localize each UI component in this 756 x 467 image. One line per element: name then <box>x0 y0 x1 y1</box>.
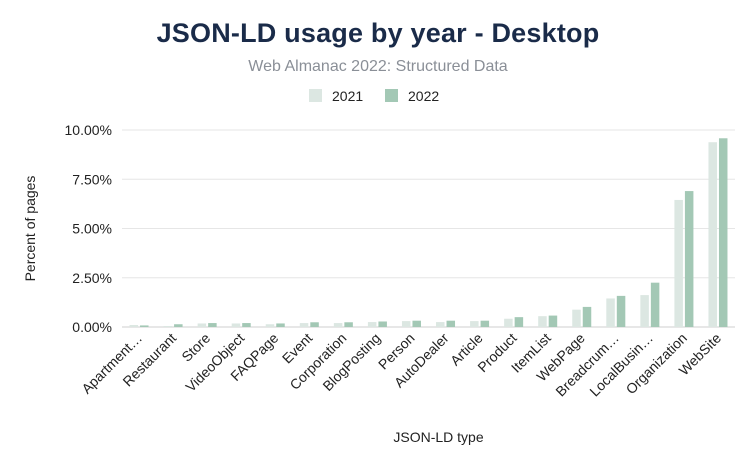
bar-2022-18 <box>718 138 728 327</box>
bar-2021-14 <box>572 309 581 327</box>
bar-2021-9 <box>401 321 411 327</box>
bar-2022-8 <box>378 321 387 327</box>
bar-2021-4 <box>231 323 241 327</box>
bar-2022-5 <box>276 323 285 327</box>
bar-2021-17 <box>674 199 683 327</box>
bar-2022-3 <box>208 323 217 327</box>
y-tick-label: 7.50% <box>72 171 112 187</box>
chart-title: JSON-LD usage by year - Desktop <box>156 18 600 48</box>
bar-2021-15 <box>606 298 615 327</box>
y-tick-label: 10.00% <box>65 122 112 138</box>
y-tick-label: 2.50% <box>72 270 112 286</box>
bar-2022-15 <box>616 295 626 327</box>
bar-2021-2 <box>163 326 173 327</box>
bar-2022-1 <box>140 325 149 327</box>
bar-2021-5 <box>265 324 275 327</box>
bar-2021-11 <box>470 321 479 327</box>
y-axis-label: Percent of pages <box>22 176 38 282</box>
x-axis-label: JSON-LD type <box>393 429 483 445</box>
bar-2021-8 <box>367 322 377 327</box>
legend-swatch-2021 <box>309 89 322 102</box>
bar-2022-4 <box>242 323 251 327</box>
bar-2021-12 <box>504 318 513 327</box>
bar-2022-16 <box>650 282 660 327</box>
bar-2021-6 <box>299 323 309 327</box>
bar-2022-10 <box>446 320 456 327</box>
legend-swatch-2022 <box>385 89 398 102</box>
bar-2021-16 <box>640 295 649 327</box>
chart-subtitle: Web Almanac 2022: Structured Data <box>248 58 508 75</box>
bar-2022-13 <box>548 315 558 327</box>
bar-2022-14 <box>582 306 592 327</box>
legend-label: 2022 <box>408 88 439 104</box>
bar-2022-12 <box>514 317 524 327</box>
bar-2022-17 <box>684 191 694 327</box>
bar-2022-6 <box>310 322 319 327</box>
legend-label: 2021 <box>332 88 363 104</box>
bar-2022-7 <box>344 322 353 327</box>
bar-2021-18 <box>708 142 717 327</box>
bar-2022-2 <box>174 324 183 327</box>
bar-2021-3 <box>197 323 207 327</box>
bar-2021-1 <box>129 325 139 327</box>
bar-2021-13 <box>538 316 547 327</box>
y-tick-label: 0.00% <box>72 319 112 335</box>
bar-2021-7 <box>333 323 343 327</box>
bar-2021-10 <box>436 322 445 327</box>
y-tick-label: 5.00% <box>72 221 112 237</box>
bar-2022-9 <box>412 320 421 327</box>
bar-2022-11 <box>480 320 490 327</box>
